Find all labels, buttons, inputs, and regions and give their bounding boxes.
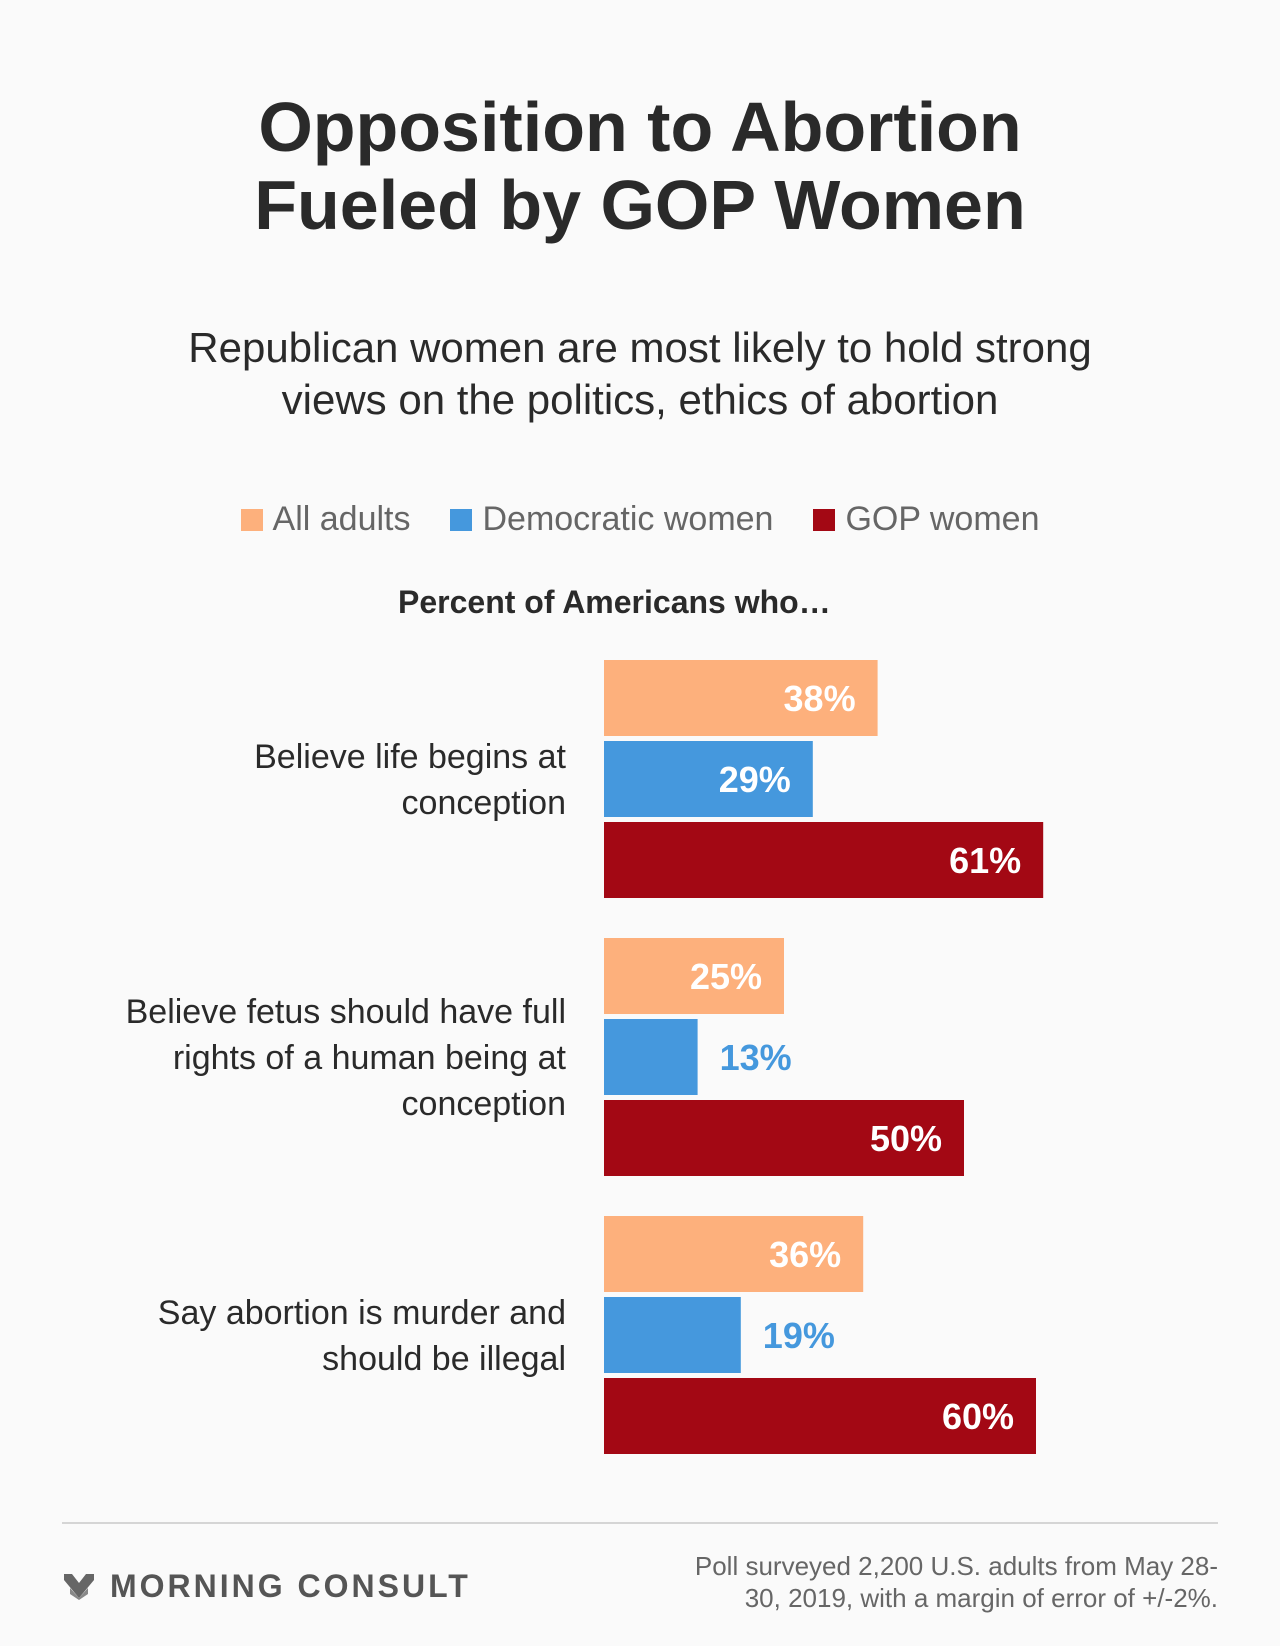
category-label-1: Believe life begins at conception [254,738,566,822]
bar-chart: Believe life begins at conception 38% 29% 61… [126,660,1044,1454]
footnote-line-2: 30, 2019, with a margin of error of +/-2… [744,1583,1218,1613]
legend-item-gop-women: GOP women [813,500,1039,539]
legend-item-all-adults: All adults [240,500,411,539]
data-label-gop-women-3: 60% [942,1396,1014,1437]
category-label-line: Say abortion is murder and [158,1294,566,1332]
footer-divider [62,1522,1218,1524]
category-label-line: Believe fetus should have full [126,993,566,1031]
category-label-line: Believe life begins at [254,738,566,776]
legend-swatch-gop-women [813,508,836,531]
data-label-all-adults-1: 38% [784,678,856,719]
bar-all-adults-2 [604,938,784,1014]
value-axis-label: Percent of Americans who… [398,584,831,620]
bar-democratic-women-2 [604,1019,698,1095]
category-label-line: conception [402,1085,566,1123]
legend-label-democratic-women: Democratic women [482,500,774,538]
title-line-2: Fueled by GOP Women [254,166,1026,244]
category-label-line: conception [402,784,566,822]
brand-logo: MORNING CONSULT [64,1568,471,1605]
data-label-gop-women-1: 61% [949,840,1021,881]
data-label-democratic-women-2: 13% [720,1037,792,1078]
footnote: Poll surveyed 2,200 U.S. adults from May… [695,1550,1218,1614]
category-label-3: Say abortion is murder and should be ille… [158,1294,566,1378]
bar-all-adults-3 [604,1216,864,1292]
data-label-all-adults-2: 25% [690,956,762,997]
bar-gop-women-3 [604,1378,1036,1454]
legend-swatch-democratic-women [450,508,473,531]
category-label-line: should be illegal [322,1340,566,1378]
category-label-2: Believe fetus should have full rights of … [126,993,567,1123]
footnote-line-1: Poll surveyed 2,200 U.S. adults from May… [694,1551,1218,1581]
subtitle-line-2: views on the politics, ethics of abortio… [281,376,999,423]
chart-subtitle: Republican women are most likely to hold… [0,322,1280,426]
data-label-all-adults-3: 36% [769,1234,841,1275]
data-label-democratic-women-3: 19% [763,1315,835,1356]
legend-label-gop-women: GOP women [845,500,1040,538]
data-label-democratic-women-1: 29% [719,759,791,800]
morning-consult-logo-icon [64,1573,94,1600]
title-line-1: Opposition to Abortion [258,88,1022,166]
bar-democratic-women-3 [604,1297,741,1373]
legend-label-all-adults: All adults [272,500,411,538]
legend-swatch-all-adults [240,508,263,531]
chart-legend: All adults Democratic women GOP women [0,500,1280,539]
bar-gop-women-1 [604,822,1044,898]
bar-gop-women-2 [604,1100,964,1176]
subtitle-line-1: Republican women are most likely to hold… [188,324,1092,371]
data-label-gop-women-2: 50% [870,1118,942,1159]
chart-title: Opposition to Abortion Fueled by GOP Wom… [0,88,1280,244]
bar-democratic-women-1 [604,741,813,817]
brand-name: MORNING CONSULT [110,1568,471,1604]
category-label-line: rights of a human being at [173,1039,567,1077]
bar-all-adults-1 [604,660,878,736]
legend-item-democratic-women: Democratic women [450,500,773,539]
